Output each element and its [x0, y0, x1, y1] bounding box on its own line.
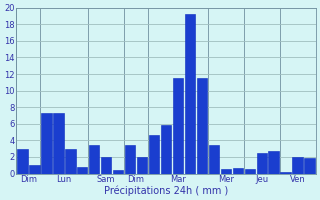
- Bar: [65, 149, 76, 174]
- Bar: [125, 145, 135, 174]
- Bar: [113, 170, 124, 174]
- Bar: [244, 169, 255, 174]
- Bar: [172, 78, 183, 174]
- Bar: [233, 168, 243, 174]
- Bar: [257, 153, 267, 174]
- Bar: [268, 151, 279, 174]
- Bar: [89, 145, 100, 174]
- Bar: [137, 157, 148, 174]
- Bar: [148, 135, 159, 174]
- Bar: [101, 157, 111, 174]
- Bar: [209, 145, 219, 174]
- Bar: [220, 169, 231, 174]
- Bar: [17, 149, 28, 174]
- Bar: [41, 113, 52, 174]
- Bar: [77, 167, 87, 174]
- Bar: [196, 78, 207, 174]
- Bar: [29, 165, 40, 174]
- Bar: [185, 14, 196, 174]
- Bar: [53, 113, 64, 174]
- X-axis label: Précipitations 24h ( mm ): Précipitations 24h ( mm ): [104, 185, 228, 196]
- Bar: [304, 158, 315, 174]
- Bar: [161, 125, 172, 174]
- Bar: [280, 172, 291, 174]
- Bar: [292, 157, 303, 174]
